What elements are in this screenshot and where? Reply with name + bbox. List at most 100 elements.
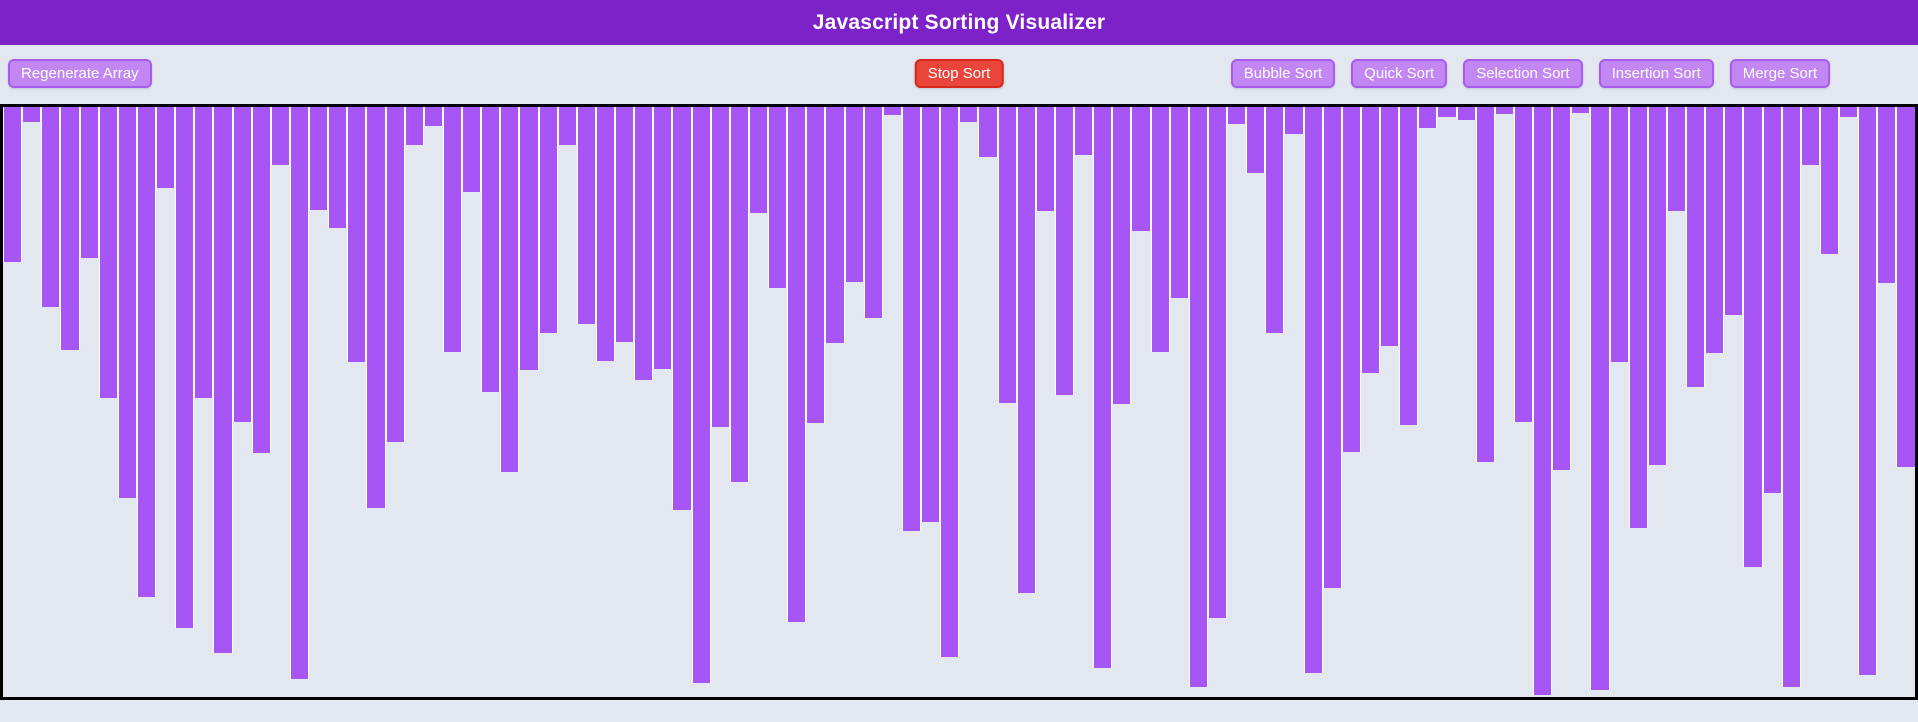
array-bar: [60, 107, 80, 350]
regenerate-array-button[interactable]: Regenerate Array: [8, 59, 152, 88]
array-bar: [729, 107, 749, 482]
array-bar: [634, 107, 654, 380]
bubble-sort-button[interactable]: Bubble Sort: [1230, 59, 1336, 88]
array-bar: [41, 107, 61, 307]
array-bar: [79, 107, 99, 258]
array-bar: [1513, 107, 1533, 422]
array-bar: [557, 107, 577, 145]
array-bar: [1590, 107, 1610, 690]
array-bar: [309, 107, 329, 210]
array-bar: [347, 107, 367, 362]
array-bar: [1609, 107, 1629, 362]
array-bar: [1227, 107, 1247, 124]
array-bar: [595, 107, 615, 361]
array-bar: [1571, 107, 1591, 113]
array-bar: [959, 107, 979, 122]
array-bar: [1552, 107, 1572, 470]
array-bar: [1169, 107, 1189, 298]
array-bar: [921, 107, 941, 522]
array-bar: [289, 107, 309, 679]
array-bar: [1437, 107, 1457, 117]
array-bar: [117, 107, 137, 498]
array-bar: [442, 107, 462, 352]
insertion-sort-button[interactable]: Insertion Sort: [1598, 59, 1714, 88]
array-bar: [1093, 107, 1113, 668]
toolbar: Regenerate Array Stop Sort Bubble Sort Qu…: [0, 45, 1918, 104]
array-bar: [232, 107, 252, 422]
array-bar: [462, 107, 482, 192]
array-bar: [1380, 107, 1400, 346]
array-bar: [1303, 107, 1323, 673]
array-bar: [672, 107, 692, 510]
array-bar: [1705, 107, 1725, 353]
array-bar: [997, 107, 1017, 403]
array-bar: [500, 107, 520, 472]
selection-sort-button[interactable]: Selection Sort: [1463, 59, 1583, 88]
array-bar: [1800, 107, 1820, 165]
page-title: Javascript Sorting Visualizer: [812, 10, 1106, 34]
array-bar: [901, 107, 921, 531]
array-bar: [213, 107, 233, 653]
array-bar: [1877, 107, 1897, 283]
array-bars-container: [0, 104, 1918, 700]
array-bar: [1207, 107, 1227, 618]
array-bar: [1246, 107, 1266, 173]
array-bar: [1074, 107, 1094, 155]
array-bar: [806, 107, 826, 423]
array-bar: [3, 107, 23, 262]
array-bar: [691, 107, 711, 683]
array-bar: [385, 107, 405, 442]
array-bar: [1686, 107, 1706, 387]
array-bar: [251, 107, 271, 453]
array-bar: [1724, 107, 1744, 315]
array-bar: [175, 107, 195, 628]
array-bar: [1360, 107, 1380, 373]
array-bar: [194, 107, 214, 398]
array-bar: [328, 107, 348, 228]
array-bar: [653, 107, 673, 369]
array-bar: [863, 107, 883, 318]
array-bar: [136, 107, 156, 597]
array-bar: [882, 107, 902, 115]
array-bar: [1150, 107, 1170, 352]
array-bar: [519, 107, 539, 370]
array-bar: [768, 107, 788, 288]
array-bar: [404, 107, 424, 145]
array-bar: [787, 107, 807, 622]
array-bar: [1284, 107, 1304, 134]
array-bar: [423, 107, 443, 126]
footer-strip: [0, 700, 1918, 722]
array-bar: [98, 107, 118, 398]
array-bar: [1533, 107, 1553, 695]
array-bar: [1322, 107, 1342, 588]
array-bar: [270, 107, 290, 165]
array-bar: [1456, 107, 1476, 120]
array-bar: [1666, 107, 1686, 211]
array-bar: [1418, 107, 1438, 128]
array-bar: [1112, 107, 1132, 404]
array-bar: [22, 107, 42, 122]
array-bar: [366, 107, 386, 508]
array-bar: [1628, 107, 1648, 528]
array-bar: [1188, 107, 1208, 687]
array-bar: [1035, 107, 1055, 211]
array-bar: [1399, 107, 1419, 425]
array-bar: [576, 107, 596, 324]
app-header: Javascript Sorting Visualizer: [0, 0, 1918, 45]
array-bar: [1494, 107, 1514, 114]
array-bar: [1341, 107, 1361, 452]
array-bar: [538, 107, 558, 333]
stop-sort-button[interactable]: Stop Sort: [914, 59, 1004, 88]
merge-sort-button[interactable]: Merge Sort: [1729, 59, 1830, 88]
array-bar: [156, 107, 176, 188]
array-bar: [1762, 107, 1782, 493]
array-bar: [1858, 107, 1878, 675]
quick-sort-button[interactable]: Quick Sort: [1351, 59, 1448, 88]
array-bar: [1265, 107, 1285, 333]
array-bar: [1647, 107, 1667, 465]
sort-buttons-group: Bubble Sort Quick Sort Selection Sort Inser…: [1230, 59, 1830, 88]
array-bar: [481, 107, 501, 392]
array-bar: [1475, 107, 1495, 462]
array-bar: [1016, 107, 1036, 593]
array-bar: [748, 107, 768, 213]
